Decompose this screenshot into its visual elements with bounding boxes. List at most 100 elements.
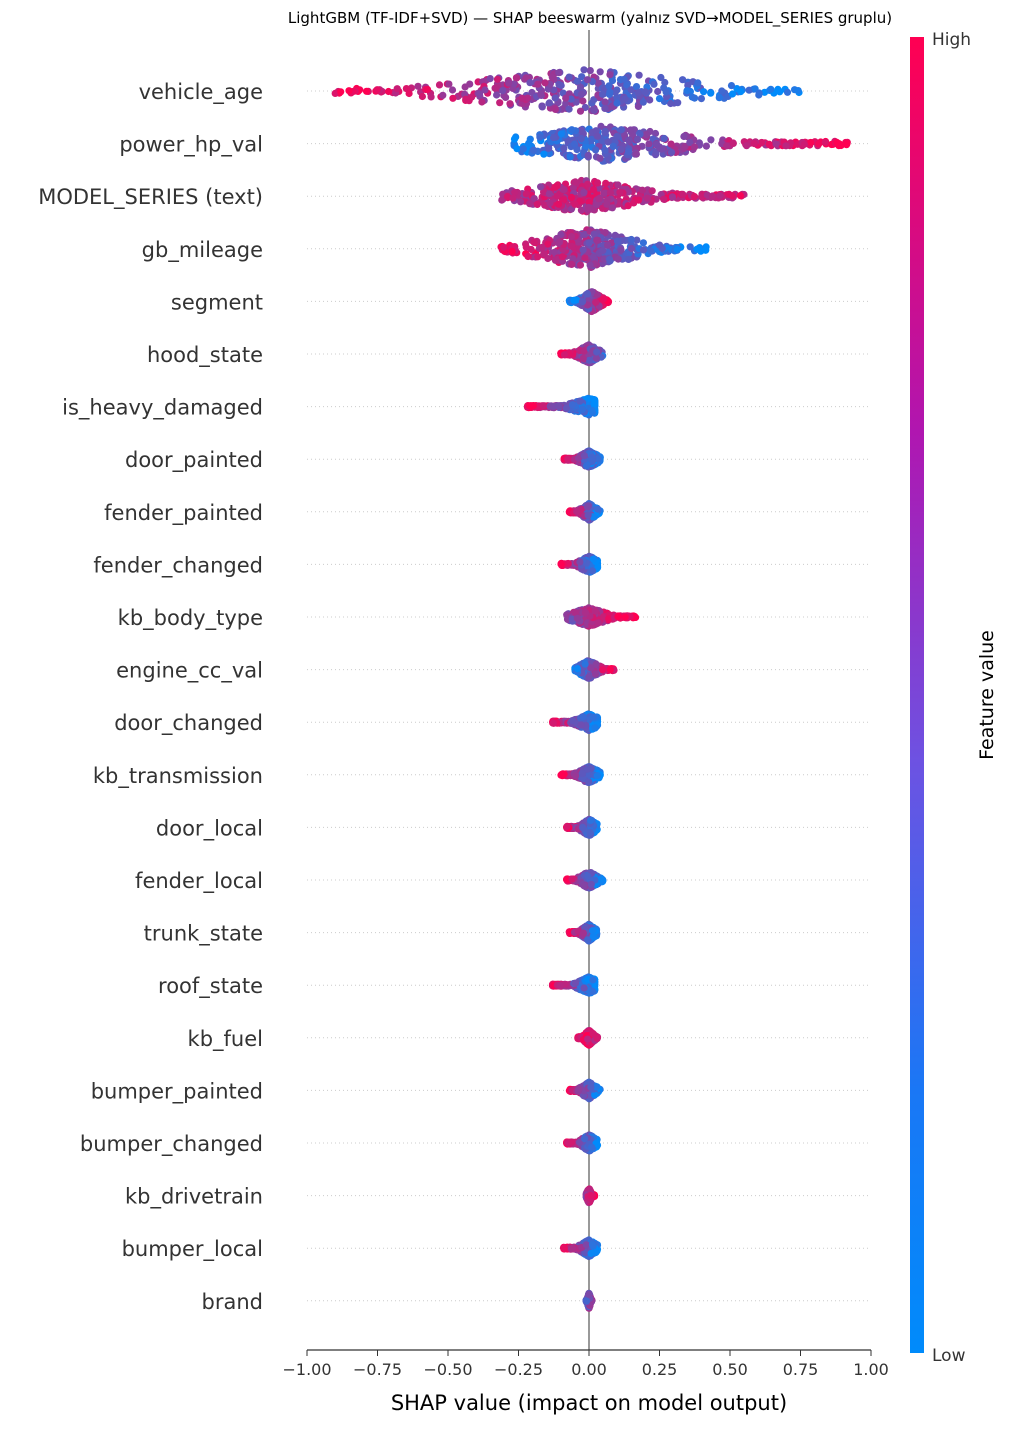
shap-point	[574, 665, 581, 672]
shap-point	[517, 198, 524, 205]
shap-point	[618, 246, 625, 253]
shap-point	[723, 142, 730, 149]
shap-point	[571, 201, 578, 208]
shap-point	[525, 253, 532, 260]
shap-point	[600, 295, 607, 302]
shap-point	[541, 79, 548, 86]
shap-point	[602, 128, 609, 135]
shap-point	[607, 189, 614, 196]
shap-point	[625, 202, 632, 209]
shap-point	[534, 81, 541, 88]
shap-point	[580, 348, 587, 355]
shap-point	[590, 253, 597, 260]
shap-point	[716, 192, 723, 199]
shap-point	[439, 92, 446, 99]
shap-point	[601, 147, 608, 154]
shap-point	[700, 88, 707, 95]
shap-point	[590, 186, 597, 193]
shap-point	[654, 88, 661, 95]
shap-point	[636, 72, 643, 79]
shap-point	[466, 97, 473, 104]
shap-point	[520, 145, 527, 152]
shap-point	[580, 355, 587, 362]
shap-point	[607, 666, 614, 673]
shap-point	[502, 94, 509, 101]
shap-point	[537, 183, 544, 190]
shap-point	[526, 79, 533, 86]
shap-point	[716, 94, 723, 101]
shap-point	[618, 146, 625, 153]
shap-point	[767, 86, 774, 93]
shap-point	[621, 76, 628, 83]
shap-point	[596, 155, 603, 162]
shap-point	[592, 299, 599, 306]
shap-point	[743, 142, 750, 149]
shap-point	[606, 89, 613, 96]
shap-point	[534, 201, 541, 208]
shap-point	[635, 197, 642, 204]
shap-point	[505, 80, 512, 87]
shap-point	[560, 145, 567, 152]
shap-point	[801, 141, 808, 148]
shap-point	[707, 90, 714, 97]
shap-point	[669, 193, 676, 200]
shap-point	[561, 186, 568, 193]
shap-point	[556, 239, 563, 246]
shap-point	[592, 146, 599, 153]
shap-point	[587, 67, 594, 74]
shap-point	[525, 140, 532, 147]
shap-point	[536, 134, 543, 141]
shap-point	[589, 567, 596, 574]
shap-point	[546, 200, 553, 207]
shap-point	[667, 100, 674, 107]
shap-point	[633, 151, 640, 158]
shap-point	[567, 153, 574, 160]
shap-point	[585, 673, 592, 680]
shap-point	[737, 192, 744, 199]
shap-point	[645, 140, 652, 147]
shap-point	[674, 246, 681, 253]
shap-point	[585, 512, 592, 519]
shap-point	[559, 253, 566, 260]
shap-point	[782, 142, 789, 149]
shap-point	[649, 187, 656, 194]
shap-point	[573, 508, 580, 515]
shap-point	[729, 192, 736, 199]
shap-point	[540, 151, 547, 158]
shap-point	[414, 83, 421, 90]
shap-point	[702, 247, 709, 254]
shap-point	[549, 74, 556, 81]
shap-point	[564, 456, 571, 463]
shap-point	[578, 135, 585, 142]
shap-point	[509, 195, 516, 202]
shap-point	[584, 504, 591, 511]
shap-point	[570, 297, 577, 304]
shap-point	[568, 243, 575, 250]
shap-point	[691, 193, 698, 200]
shap-point	[615, 256, 622, 263]
shap-point	[506, 100, 513, 107]
shap-point	[494, 76, 501, 83]
shap-point	[406, 90, 413, 97]
shap-point	[540, 402, 547, 409]
shap-point	[633, 83, 640, 90]
shap-point	[588, 456, 595, 463]
shap-point	[591, 397, 598, 404]
shap-point	[595, 195, 602, 202]
shap-point	[822, 139, 829, 146]
shap-point	[626, 137, 633, 144]
shap-point	[581, 452, 588, 459]
shap-point	[599, 666, 606, 673]
shap-point	[579, 406, 586, 413]
shap-point	[653, 141, 660, 148]
shap-point	[337, 88, 344, 95]
shap-point	[590, 714, 597, 721]
shap-point	[579, 298, 586, 305]
shap-point	[694, 79, 701, 86]
shap-point	[625, 256, 632, 263]
shap-point	[616, 189, 623, 196]
shap-point	[592, 671, 599, 678]
shap-point	[691, 143, 698, 150]
shap-point	[766, 141, 773, 148]
shap-point	[394, 85, 401, 92]
